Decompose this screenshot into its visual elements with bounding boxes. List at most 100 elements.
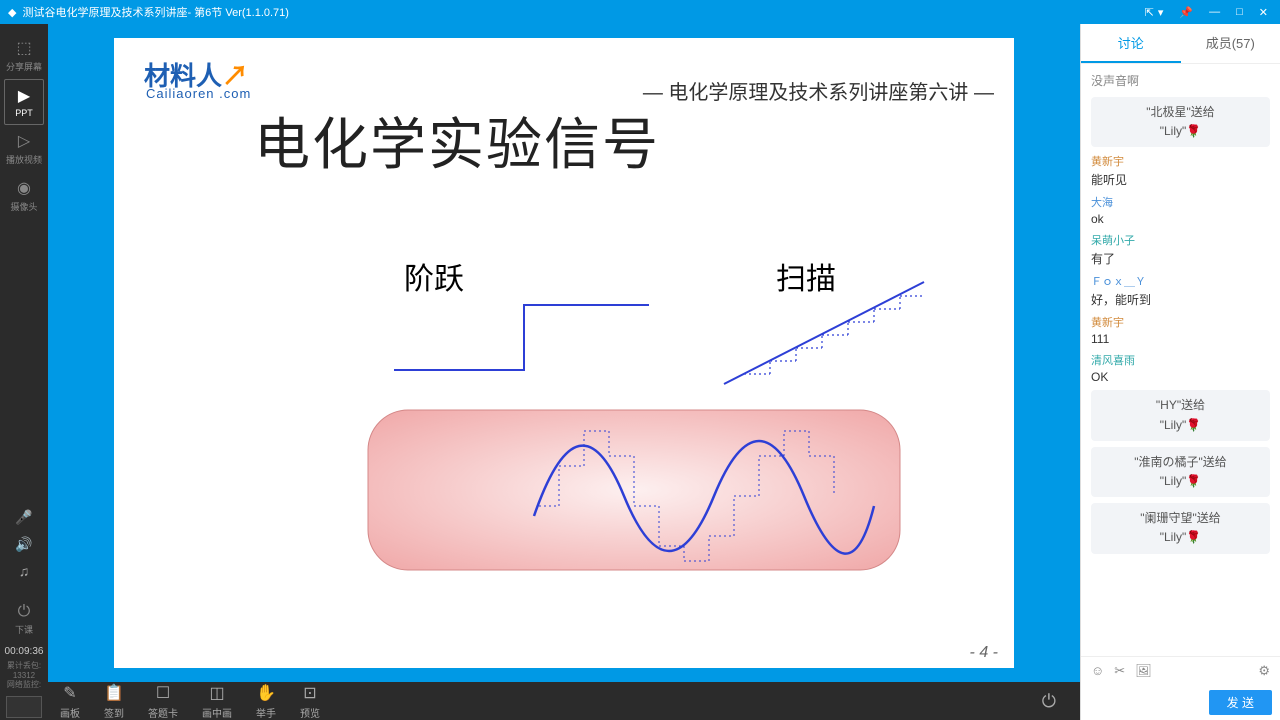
- chat-text: 有了: [1091, 250, 1270, 267]
- chat-msg: Ｆｏｘ＿Ｙ 好，能听到: [1091, 273, 1270, 308]
- chat-text: 能听见: [1091, 171, 1270, 188]
- chat-list: 没声音啊 "北极星"送给"Lily"🌹黄新宇能听见大海ok呆萌小子有了Ｆｏｘ＿Ｙ…: [1081, 64, 1280, 656]
- window-controls: ▾ 📌 — □ ✕: [1154, 6, 1272, 19]
- sidebar-label: 分享屏幕: [6, 62, 42, 72]
- step-chart: [384, 290, 664, 390]
- stats-l1: 累计丢包:: [7, 661, 41, 671]
- mic-icon[interactable]: 🎤: [15, 509, 32, 526]
- chat-user: 清风喜雨: [1091, 352, 1270, 368]
- center-area: 材料人↗ Cailiaoren .com — 电化学原理及技术系列讲座第六讲 —…: [48, 24, 1080, 720]
- preview-icon: ⊡: [303, 683, 316, 703]
- camera-icon: ◉: [4, 178, 44, 198]
- timer: 00:09:36: [5, 642, 44, 661]
- chat-input-row: 发 送: [1081, 684, 1280, 720]
- chat-msg: 黄新宇能听见: [1091, 153, 1270, 188]
- chat-msg: 清风喜雨 OK: [1091, 352, 1270, 384]
- chat-msg: 黄新宇 111: [1091, 314, 1270, 346]
- settings-icon[interactable]: ⚙: [1258, 663, 1270, 679]
- lecture-subtitle: — 电化学原理及技术系列讲座第六讲 —: [643, 76, 994, 105]
- emoji-icon[interactable]: ☺: [1091, 663, 1104, 678]
- power-button[interactable]: ⏻: [1042, 691, 1056, 712]
- speaker-icon[interactable]: 🔊: [15, 536, 32, 553]
- tab-discuss[interactable]: 讨论: [1081, 24, 1181, 63]
- power-icon: ⏻: [4, 603, 44, 621]
- chat-user: 大海: [1091, 194, 1270, 210]
- tool-label: 答题卡: [148, 705, 178, 720]
- board-icon: ✎: [63, 683, 76, 703]
- bottom-toolbar: ✎ 画板 📋 签到 ☐ 答题卡 ◫ 画中画 ✋ 举手 ⊡ 预览 ⏻: [48, 682, 1080, 720]
- checkin-icon: 📋: [104, 683, 124, 703]
- cut-icon[interactable]: ✂: [1114, 663, 1125, 679]
- chat-user: 黄新宇: [1091, 314, 1270, 330]
- tool-hand[interactable]: ✋ 举手: [256, 683, 276, 720]
- gift-msg: "北极星"送给"Lily"🌹: [1091, 97, 1270, 147]
- sidebar-camera[interactable]: ◉ 摄像头: [4, 172, 44, 219]
- chat-text: OK: [1091, 370, 1270, 384]
- chat-msg: 大海 ok: [1091, 194, 1270, 226]
- sidebar-label: 播放视频: [6, 155, 42, 165]
- page-number: - 4 -: [970, 644, 998, 662]
- popout-icon[interactable]: ⇱: [1145, 6, 1154, 19]
- gift-msg: "淮南の橘子"送给"Lily"🌹: [1091, 447, 1270, 497]
- gift-msg: "HY"送给"Lily"🌹: [1091, 390, 1270, 440]
- pin-icon[interactable]: 📌: [1175, 6, 1197, 19]
- minimize-icon[interactable]: —: [1205, 6, 1224, 19]
- stats-l3: 网络监控:: [7, 680, 41, 690]
- slide-title: 电化学实验信号: [254, 100, 660, 181]
- maximize-icon[interactable]: □: [1232, 6, 1247, 19]
- logo-sub: Cailiaoren .com: [146, 86, 251, 101]
- sine-box: [364, 406, 904, 576]
- chat-panel: 讨论 成员(57) 没声音啊 "北极星"送给"Lily"🌹黄新宇能听见大海ok呆…: [1080, 24, 1280, 720]
- chat-user: Ｆｏｘ＿Ｙ: [1091, 273, 1270, 289]
- left-sidebar: ⬚ 分享屏幕 ▶ PPT ▷ 播放视频 ◉ 摄像头 🎤 🔊 ♫ ⏻ 下课 00:09:36…: [0, 24, 48, 720]
- chat-text: 好，能听到: [1091, 291, 1270, 308]
- chat-tabs: 讨论 成员(57): [1081, 24, 1280, 64]
- tool-label: 画中画: [202, 705, 232, 720]
- stats: 累计丢包: 13312 网络监控:: [7, 661, 41, 694]
- chat-user: 呆萌小子: [1091, 232, 1270, 248]
- scan-chart: [714, 276, 944, 396]
- stats-l2: 13312: [7, 671, 41, 681]
- chat-msg: 呆萌小子有了: [1091, 232, 1270, 267]
- tool-label: 画板: [60, 705, 80, 720]
- window-title: 测试谷电化学原理及技术系列讲座- 第6节 Ver(1.1.0.71): [22, 4, 1138, 20]
- chat-user: 黄新宇: [1091, 153, 1270, 169]
- video-icon: ▷: [4, 131, 44, 151]
- sys-msg: 没声音啊: [1091, 72, 1270, 89]
- chat-text: ok: [1091, 212, 1270, 226]
- tool-label: 签到: [104, 705, 124, 720]
- sidebar-label: 下课: [15, 625, 33, 635]
- tool-answer[interactable]: ☐ 答题卡: [148, 683, 178, 720]
- audio-controls: 🎤 🔊 ♫: [15, 501, 32, 587]
- send-button[interactable]: 发 送: [1209, 690, 1272, 715]
- tool-label: 预览: [300, 705, 320, 720]
- app-icon: ◆: [8, 6, 16, 19]
- tool-preview[interactable]: ⊡ 预览: [300, 683, 320, 720]
- dropdown-icon[interactable]: ▾: [1154, 6, 1168, 19]
- slide: 材料人↗ Cailiaoren .com — 电化学原理及技术系列讲座第六讲 —…: [114, 38, 1014, 668]
- sidebar-video[interactable]: ▷ 播放视频: [4, 125, 44, 172]
- sidebar-share[interactable]: ⬚ 分享屏幕: [4, 32, 44, 79]
- tool-board[interactable]: ✎ 画板: [60, 683, 80, 720]
- gift-msg: "阑珊守望"送给"Lily"🌹: [1091, 503, 1270, 553]
- sidebar-ppt[interactable]: ▶ PPT: [4, 79, 44, 125]
- close-icon[interactable]: ✕: [1255, 6, 1272, 19]
- tool-checkin[interactable]: 📋 签到: [104, 683, 124, 720]
- chat-toolbar: ☺ ✂ 🖼 ⚙: [1081, 656, 1280, 684]
- pip-icon: ◫: [209, 683, 224, 703]
- title-bar: ◆ 测试谷电化学原理及技术系列讲座- 第6节 Ver(1.1.0.71) ⇱ ▾…: [0, 0, 1280, 24]
- share-icon: ⬚: [4, 38, 44, 58]
- thumb[interactable]: [6, 696, 42, 718]
- answer-icon: ☐: [156, 683, 170, 703]
- sidebar-label: PPT: [15, 108, 33, 118]
- chat-text: 111: [1091, 332, 1270, 346]
- tool-label: 举手: [256, 705, 276, 720]
- sidebar-class[interactable]: ⏻ 下课: [4, 597, 44, 642]
- tab-members[interactable]: 成员(57): [1181, 24, 1280, 63]
- ppt-icon: ▶: [5, 86, 43, 106]
- sidebar-label: 摄像头: [10, 202, 37, 212]
- hand-icon: ✋: [256, 683, 276, 703]
- music-icon[interactable]: ♫: [15, 563, 32, 579]
- image-icon[interactable]: 🖼: [1135, 663, 1152, 679]
- tool-pip[interactable]: ◫ 画中画: [202, 683, 232, 720]
